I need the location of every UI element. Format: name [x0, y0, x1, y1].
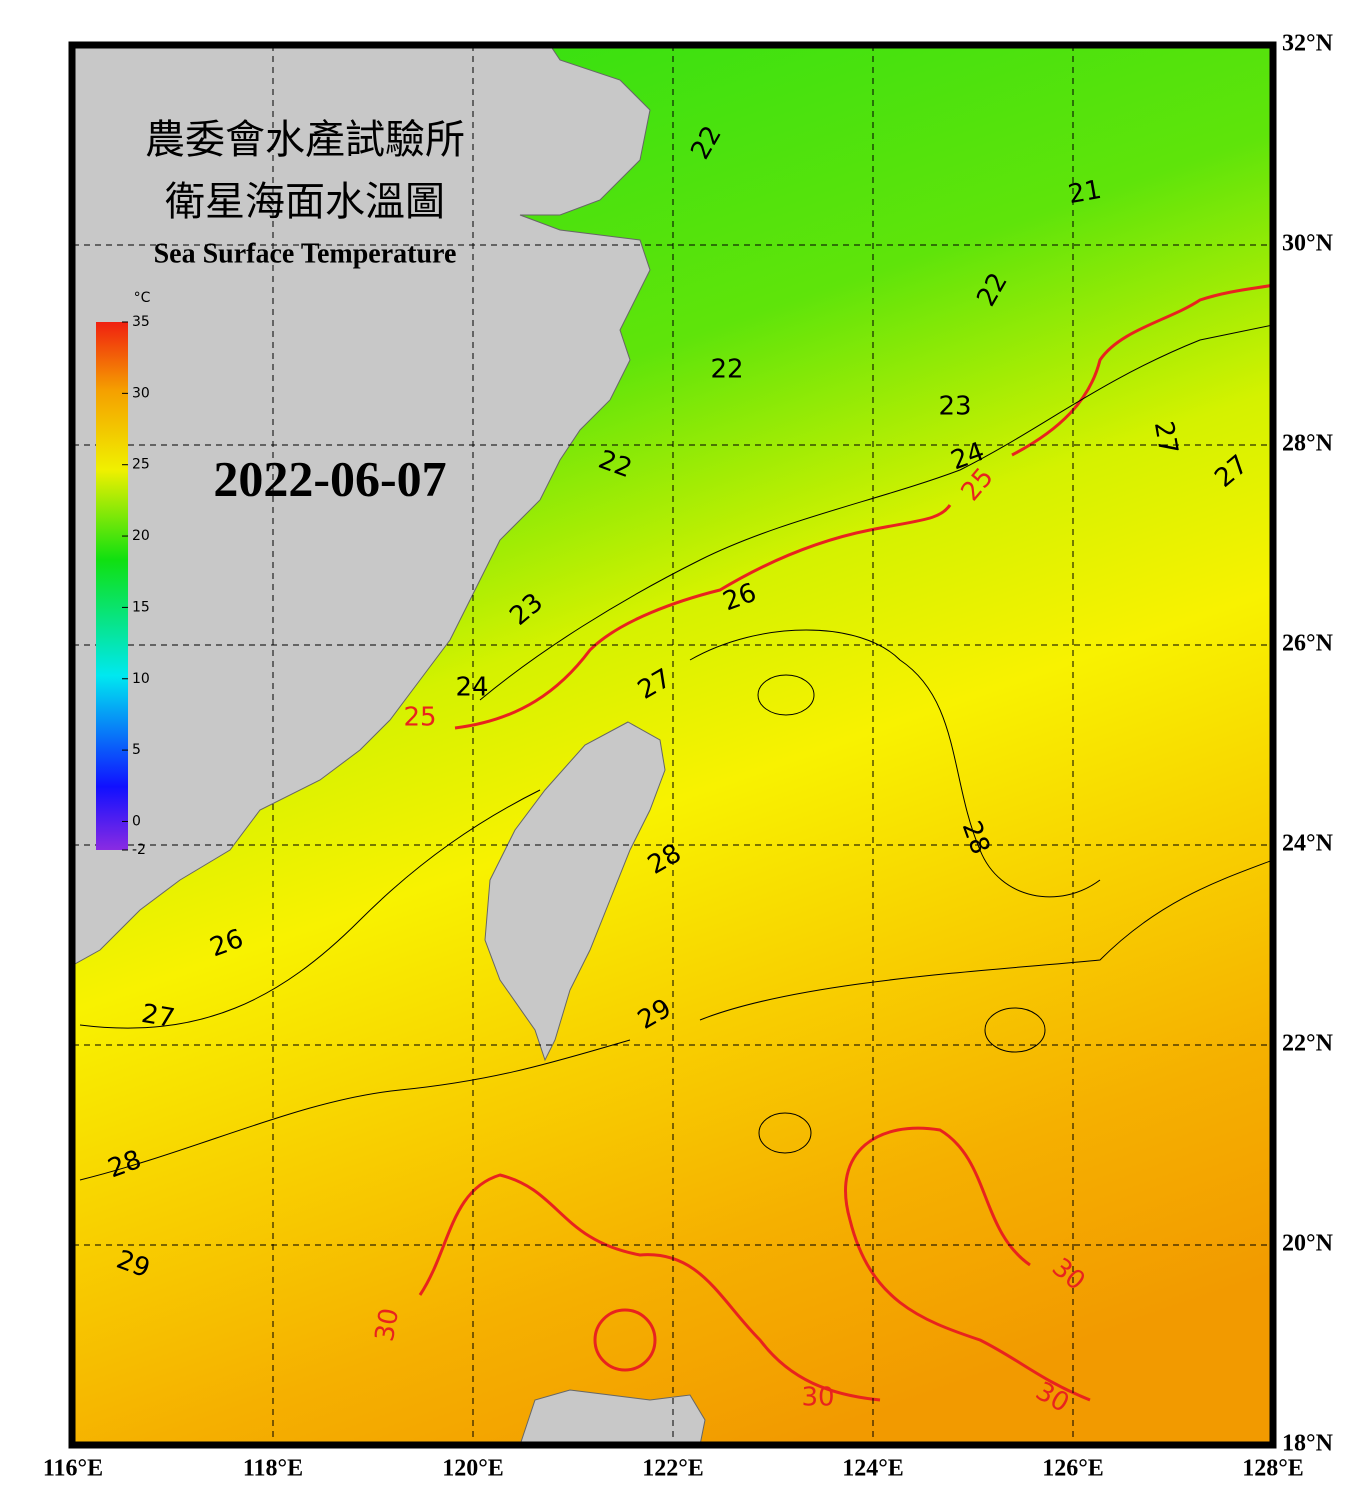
lon-tick-label: 118°E [243, 1456, 303, 1482]
lat-tick-label: 22°N [1282, 1031, 1334, 1057]
isotherm [699, 859, 1274, 1021]
isotherm [79, 1039, 631, 1181]
lon-tick-label: 122°E [642, 1456, 704, 1482]
isotherm [984, 1007, 1046, 1053]
lat-tick-label: 28°N [1282, 431, 1334, 457]
land-luzon [519, 1389, 706, 1446]
isotherm [593, 1308, 657, 1372]
isotherm [1011, 283, 1274, 457]
lon-tick-label: 120°E [442, 1456, 504, 1482]
isotherm [758, 1112, 812, 1154]
colorbar-tick-label: 10 [132, 671, 150, 687]
contour-label: 25 [403, 703, 436, 733]
colorbar-tick-label: -2 [132, 842, 146, 858]
lat-tick-label: 26°N [1282, 631, 1334, 657]
contour-label: 21 [1066, 175, 1104, 210]
contour-label: 27 [139, 999, 177, 1034]
isotherm [689, 629, 1101, 898]
title-zh: 衛星海面水溫圖 [165, 179, 445, 225]
contour-label: 30 [801, 1383, 834, 1413]
lat-tick-label: 20°N [1282, 1231, 1334, 1257]
colorbar-tick-label: 0 [132, 813, 141, 829]
lat-tick-label: 32°N [1282, 31, 1334, 57]
colorbar-tick-label: 25 [132, 457, 150, 473]
colorbar-tick-label: 5 [132, 742, 141, 758]
isotherm [479, 324, 1274, 701]
isotherm [454, 504, 952, 730]
map-frame [68, 41, 1277, 1449]
date: 2022-06-07 [213, 450, 446, 506]
lon-tick-label: 124°E [842, 1456, 904, 1482]
lon-tick-label: 116°E [43, 1456, 103, 1482]
contour-label: 23 [938, 392, 971, 422]
colorbar-tick-label: 15 [132, 599, 150, 615]
lon-tick-label: 128°E [1242, 1456, 1304, 1482]
contour-label: 27 [1148, 419, 1183, 457]
contour-label: 22 [710, 355, 743, 385]
contour-label: 30 [370, 1306, 405, 1344]
isotherm-lines-minor [79, 324, 1274, 1181]
title-zh: 農委會水產試驗所 [145, 117, 465, 163]
contour-label: 24 [455, 673, 488, 703]
colorbar-ticks: -2 0 5 10 15 20 25 30 35 [122, 314, 150, 858]
colorbar-tick-label: 30 [132, 385, 150, 401]
colorbar-unit: °C [134, 290, 151, 306]
colorbar [96, 322, 128, 850]
lat-tick-label: 30°N [1282, 231, 1334, 257]
colorbar-tick-label: 35 [132, 314, 150, 330]
isotherm [757, 674, 815, 716]
lat-tick-label: 18°N [1282, 1431, 1334, 1457]
colorbar-tick-label: 20 [132, 528, 150, 544]
lat-tick-label: 24°N [1282, 831, 1334, 857]
title-en: Sea Surface Temperature [154, 238, 457, 269]
isotherm [79, 789, 541, 1029]
isotherm-lines [418, 283, 1274, 1402]
isotherm [418, 1173, 881, 1402]
land-taiwan [484, 721, 666, 1062]
lon-tick-label: 126°E [1042, 1456, 1104, 1482]
isotherm [844, 1126, 1091, 1402]
